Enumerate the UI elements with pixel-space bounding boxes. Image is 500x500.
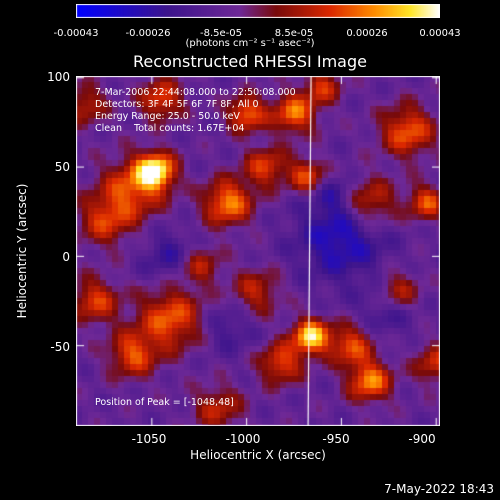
x-axis-label: Heliocentric X (arcsec) bbox=[190, 448, 326, 462]
colorbar-tick: 8.5e-05 bbox=[274, 28, 314, 39]
colorbar-tick: 0.00026 bbox=[346, 28, 388, 39]
x-tick-label: -950 bbox=[322, 432, 350, 446]
info-clean-counts: Clean Total counts: 1.67E+04 bbox=[95, 123, 245, 134]
y-tick-label: 100 bbox=[47, 70, 70, 84]
info-peak-position: Position of Peak = [-1048,48] bbox=[95, 397, 234, 408]
x-tick-label: -1050 bbox=[131, 432, 167, 446]
info-time-range: 7-Mar-2006 22:44:08.000 to 22:50:08.000 bbox=[95, 87, 296, 98]
chart-title: Reconstructed RHESSI Image bbox=[133, 52, 367, 71]
y-tick-label: 50 bbox=[54, 160, 70, 174]
colorbar-tick: -8.5e-05 bbox=[200, 28, 242, 39]
info-energy-range: Energy Range: 25.0 - 50.0 keV bbox=[95, 111, 240, 122]
colorbar-units: (photons cm⁻² s⁻¹ asec⁻²) bbox=[185, 38, 315, 49]
y-tick-label: -50 bbox=[50, 340, 70, 354]
x-tick-label: -1000 bbox=[225, 432, 261, 446]
y-tick-label: 0 bbox=[62, 250, 70, 264]
colorbar-tick: 0.00043 bbox=[419, 28, 461, 39]
x-tick-label: -900 bbox=[408, 432, 436, 446]
colorbar bbox=[76, 4, 440, 18]
colorbar-tick: -0.00026 bbox=[125, 28, 171, 39]
y-axis-label: Heliocentric Y (arcsec) bbox=[15, 183, 29, 319]
colorbar-tick: -0.00043 bbox=[53, 28, 99, 39]
rhessi-image bbox=[76, 76, 440, 426]
timestamp-footer: 7-May-2022 18:43 bbox=[384, 482, 494, 496]
info-detectors: Detectors: 3F 4F 5F 6F 7F 8F, All 0 bbox=[95, 99, 259, 110]
